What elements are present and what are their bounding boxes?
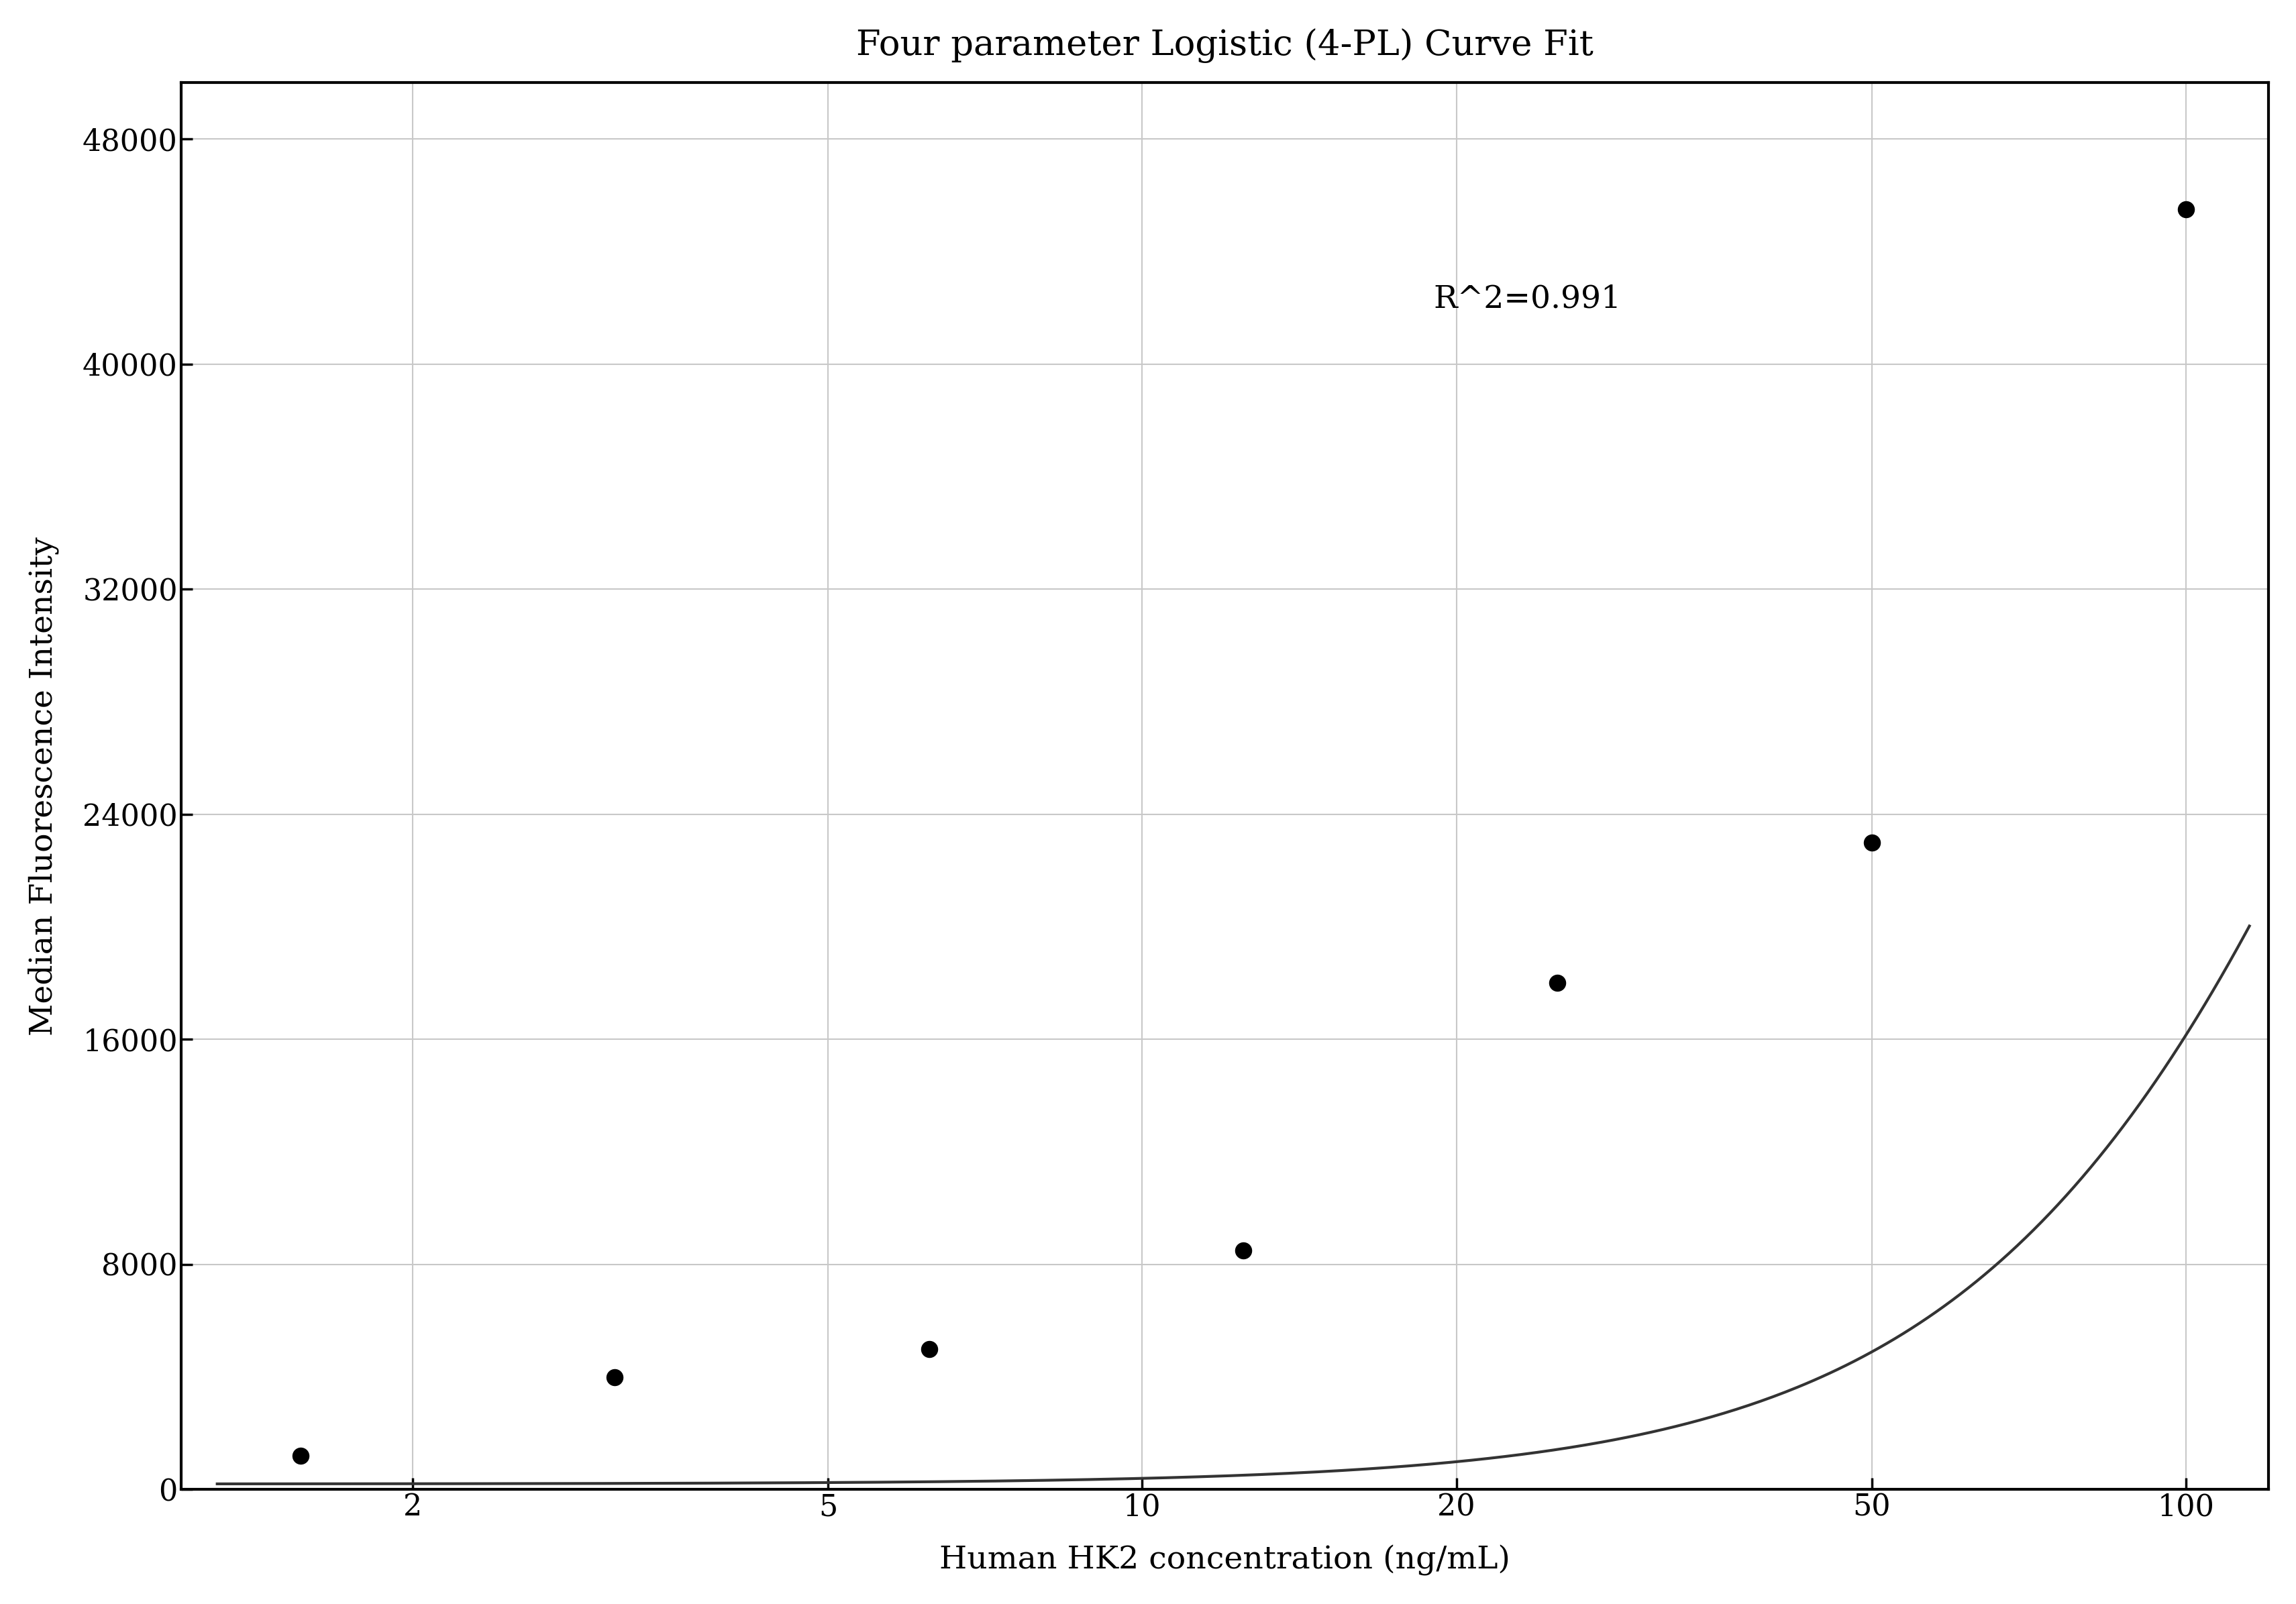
Point — [597, 1365, 634, 1391]
Y-axis label: Median Fluorescence Intensity: Median Fluorescence Intensity — [28, 537, 60, 1036]
Point — [2167, 196, 2204, 221]
Title: Four parameter Logistic (4-PL) Curve Fit: Four parameter Logistic (4-PL) Curve Fit — [856, 27, 1593, 63]
Point — [1853, 829, 1890, 855]
Point — [282, 1444, 319, 1469]
Point — [1224, 1238, 1261, 1264]
Point — [912, 1336, 948, 1362]
X-axis label: Human HK2 concentration (ng/mL): Human HK2 concentration (ng/mL) — [939, 1545, 1511, 1577]
Text: R^2=0.991: R^2=0.991 — [1433, 284, 1621, 314]
Point — [1538, 970, 1575, 996]
